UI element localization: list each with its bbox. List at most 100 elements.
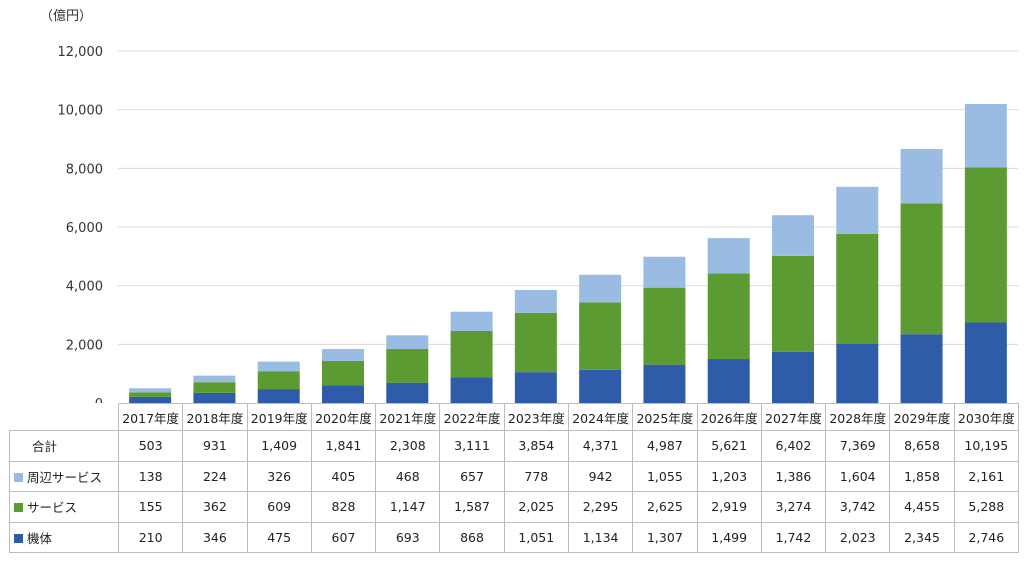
table-cell-total: 4,987 (632, 430, 698, 462)
category-label: 2017年度 (117, 403, 184, 431)
table-cell-services: 2,025 (503, 491, 569, 523)
category-label: 2030年度 (953, 403, 1019, 431)
table-cell-total: 1,409 (246, 430, 312, 462)
row-label-peripheral-services: 周辺サービス (9, 460, 119, 492)
table-cell-airframe: 693 (375, 521, 441, 553)
table-cell-total: 10,195 (953, 430, 1019, 462)
table-cell-total: 8,658 (889, 430, 955, 462)
table-corner (9, 403, 119, 431)
row-label-airframe: 機体 (9, 521, 119, 553)
bar-segment-peripheral-services (707, 238, 750, 274)
category-label: 2021年度 (375, 403, 441, 431)
bar-segment-peripheral-services (129, 388, 172, 393)
table-cell-airframe: 210 (117, 521, 184, 553)
bar-segment-services (514, 312, 557, 373)
table-cell-airframe: 1,051 (503, 521, 569, 553)
y-tick-label: 2,000 (66, 338, 103, 353)
legend-label: 周辺サービス (27, 469, 103, 485)
bar-segment-services (900, 203, 943, 335)
table-cell-services: 5,288 (953, 491, 1019, 523)
table-cell-peripheral-services: 224 (182, 460, 248, 492)
table-cell-peripheral-services: 1,055 (632, 460, 698, 492)
table-cell-services: 2,625 (632, 491, 698, 523)
table-cell-airframe: 475 (246, 521, 312, 553)
table-cell-services: 4,455 (889, 491, 955, 523)
legend-label: 機体 (27, 530, 53, 546)
table-cell-services: 362 (182, 491, 248, 523)
bar-segment-airframe (964, 322, 1007, 403)
category-label: 2018年度 (182, 403, 248, 431)
bar-segment-peripheral-services (772, 215, 814, 256)
table-cell-peripheral-services: 778 (503, 460, 569, 492)
table-cell-peripheral-services: 1,203 (696, 460, 762, 492)
table-cell-services: 1,587 (439, 491, 505, 523)
table-cell-total: 3,854 (503, 430, 569, 462)
bar-segment-services (772, 255, 814, 352)
bar-segment-services (450, 330, 493, 378)
legend-label: サービス (27, 500, 78, 516)
table-cell-total: 1,841 (310, 430, 377, 462)
table-cell-services: 1,147 (375, 491, 441, 523)
bar-segment-airframe (643, 364, 686, 403)
table-cell-total: 503 (117, 430, 184, 462)
bar-segment-airframe (836, 343, 879, 403)
bar-segment-services (386, 349, 429, 383)
bar-segment-services (707, 273, 750, 360)
table-cell-peripheral-services: 1,858 (889, 460, 955, 492)
table-cell-total: 6,402 (760, 430, 827, 462)
bar-segment-services (193, 382, 236, 393)
y-tick-label: 10,000 (58, 104, 104, 119)
table-row-airframe: 機体 210 346 475 607 693 868 1,051 1,134 1,307 1,499… (9, 521, 1019, 553)
table-cell-total: 3,111 (439, 430, 505, 462)
table-cell-total: 4,371 (567, 430, 634, 462)
table-header-row: 2017年度 2018年度 2019年度 2020年度 2021年度 2022年度 2023… (9, 403, 1019, 431)
table-row-services: サービス 155 362 609 828 1,147 1,587 2,025 2,295 2,62… (9, 491, 1019, 523)
table-cell-total: 5,621 (696, 430, 762, 462)
bar-segment-airframe (257, 389, 300, 403)
bar-segment-airframe (193, 392, 236, 403)
bar-segment-services (643, 287, 686, 365)
table-cell-airframe: 1,134 (567, 521, 634, 553)
bar-segment-airframe (322, 385, 364, 403)
table-cell-peripheral-services: 138 (117, 460, 184, 492)
table-cell-airframe: 2,023 (825, 521, 891, 553)
bar-segment-services (257, 371, 300, 390)
table-cell-peripheral-services: 405 (310, 460, 377, 492)
bar-segment-airframe (450, 377, 493, 403)
legend-swatch (14, 472, 23, 482)
gridlines (118, 50, 1018, 345)
bar-segment-airframe (900, 334, 943, 403)
bar-segment-peripheral-services (322, 349, 364, 361)
bar-segment-peripheral-services (257, 361, 300, 372)
bar-segment-peripheral-services (193, 375, 236, 383)
bar-segment-peripheral-services (964, 103, 1007, 168)
table-row-peripheral-services: 周辺サービス 138 224 326 405 468 657 778 942 1,055 1,203… (9, 460, 1019, 492)
category-label: 2020年度 (310, 403, 377, 431)
table-cell-services: 3,742 (825, 491, 891, 523)
table-cell-airframe: 346 (182, 521, 248, 553)
legend-swatch (14, 533, 23, 543)
bar-segment-airframe (129, 396, 172, 403)
bar-segment-peripheral-services (900, 149, 943, 204)
table-cell-airframe: 1,307 (632, 521, 698, 553)
bar-segment-peripheral-services (386, 335, 429, 350)
bar-segment-peripheral-services (514, 289, 557, 313)
category-label: 2026年度 (696, 403, 762, 431)
legend-swatch (14, 503, 23, 513)
y-tick-label: 12,000 (58, 45, 104, 60)
bar-segment-peripheral-services (643, 256, 686, 288)
bar-segment-services (579, 302, 622, 370)
bar-segment-airframe (772, 351, 814, 403)
bar-segment-airframe (386, 382, 429, 403)
table-cell-airframe: 1,499 (696, 521, 762, 553)
table-cell-services: 2,919 (696, 491, 762, 523)
table-cell-airframe: 607 (310, 521, 377, 553)
table-cell-total: 7,369 (825, 430, 891, 462)
category-label: 2029年度 (889, 403, 955, 431)
table-cell-services: 828 (310, 491, 377, 523)
row-label-total: 合計 (9, 430, 119, 462)
category-label: 2025年度 (632, 403, 698, 431)
bar-segment-airframe (514, 372, 557, 403)
y-tick-label: 4,000 (66, 280, 103, 295)
y-axis-ticks: 0 2,000 4,000 6,000 8,000 10,000 12,000 (58, 45, 104, 403)
